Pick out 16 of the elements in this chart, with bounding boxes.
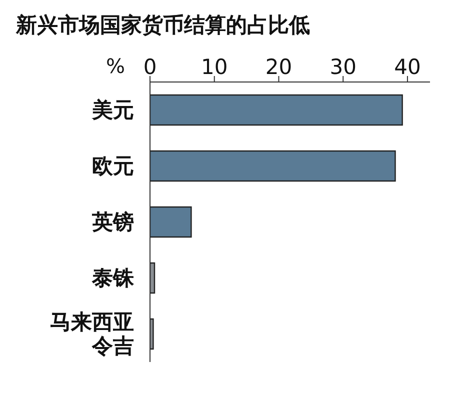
chart-title: 新兴市场国家货币结算的占比低 bbox=[14, 12, 311, 39]
x-tick-label: 0 bbox=[143, 55, 157, 79]
y-tick-label: 欧元 bbox=[92, 154, 134, 178]
bar bbox=[150, 94, 403, 126]
x-tick-label: 40 bbox=[394, 55, 421, 79]
bar bbox=[150, 206, 192, 238]
x-tick-label: 10 bbox=[201, 55, 228, 79]
bar bbox=[150, 318, 154, 350]
bar bbox=[150, 150, 396, 182]
x-axis-title: % bbox=[106, 54, 126, 78]
x-tick-label: 20 bbox=[265, 55, 292, 79]
y-tick-label: 英镑 bbox=[91, 210, 134, 234]
y-tick-label: 泰铢 bbox=[91, 266, 135, 290]
y-tick-label: 美元 bbox=[91, 98, 134, 122]
x-tick-label: 30 bbox=[330, 55, 356, 79]
y-tick-label: 马来西亚令吉 bbox=[50, 310, 134, 358]
